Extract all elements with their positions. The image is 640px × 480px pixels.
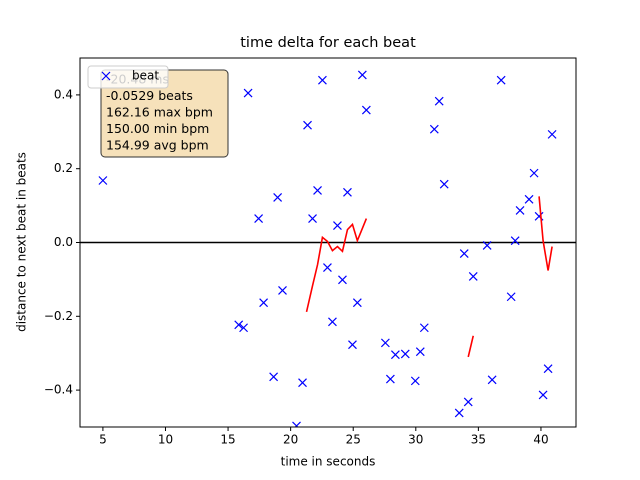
y-tick-label: −0.2: [44, 309, 73, 323]
beat-marker: [543, 364, 553, 374]
beat-marker: [361, 105, 371, 115]
beat-marker: [348, 340, 357, 350]
beat-marker: [538, 390, 548, 400]
axes-frame: [79, 57, 577, 428]
x-tick-label: 5: [99, 433, 107, 447]
beat-marker: [308, 214, 317, 223]
x-tick-label: 10: [158, 433, 173, 447]
legend-box: [87, 65, 169, 89]
beat-marker: [303, 120, 312, 130]
beat-marker: [439, 179, 449, 189]
legend-marker: [101, 71, 111, 81]
beat-marker: [482, 241, 492, 250]
x-tick-label: 40: [533, 433, 548, 447]
x-tick-label: 30: [408, 433, 423, 447]
beat-marker: [323, 263, 332, 273]
beat-marker: [318, 75, 327, 85]
beat-marker: [410, 376, 420, 386]
annotation-line: 154.99 avg bpm: [106, 138, 209, 153]
beat-marker: [269, 372, 279, 382]
annotation-line: 150.00 min bpm: [106, 121, 209, 136]
beat-marker: [463, 397, 473, 407]
x-tick-label: 25: [346, 433, 361, 447]
beat-marker: [357, 70, 367, 80]
beat-marker: [273, 193, 283, 202]
beat-marker: [313, 186, 322, 195]
beat-marker: [506, 292, 516, 302]
beat-marker: [292, 421, 301, 427]
beat-marker: [515, 205, 525, 215]
legend: beat: [87, 65, 169, 89]
beat-marker: [390, 350, 400, 360]
beat-marker: [239, 323, 249, 333]
y-tick-label: 0.2: [54, 161, 73, 175]
beat-marker: [419, 323, 429, 333]
beat-marker: [434, 96, 444, 106]
beat-marker: [529, 168, 539, 178]
beat-marker: [333, 221, 342, 230]
beat-marker: [298, 378, 307, 388]
beat-marker: [352, 298, 362, 308]
x-tick-label: 20: [283, 433, 298, 447]
x-tick-label: 15: [220, 433, 235, 447]
beat-marker: [524, 194, 534, 204]
beat-marker: [385, 374, 395, 384]
y-tick-label: 0.4: [54, 87, 73, 101]
legend-label: beat: [132, 69, 159, 83]
beat-marker: [487, 375, 497, 385]
beat-marker: [454, 408, 464, 418]
beat-marker: [459, 249, 469, 258]
annotation-line: 162.16 max bpm: [106, 105, 213, 120]
y-axis-label: distance to next beat in beats: [15, 152, 29, 332]
y-tick-label: −0.4: [44, 383, 73, 397]
beat-marker: [259, 298, 269, 308]
beat-marker: [400, 349, 410, 359]
beat-marker: [429, 124, 439, 134]
beat-marker: [328, 317, 337, 327]
beat-marker: [380, 338, 390, 348]
chart-title: time delta for each beat: [240, 35, 416, 51]
beat-marker: [496, 75, 506, 85]
beat-marker: [547, 129, 557, 139]
beat-marker: [468, 272, 478, 281]
beat-marker: [254, 214, 264, 223]
y-tick-label: 0.0: [54, 235, 73, 249]
beat-marker: [234, 320, 244, 330]
beat-marker: [98, 176, 108, 185]
beat-marker: [243, 88, 253, 98]
beat-marker: [510, 236, 520, 246]
plot-area: [80, 70, 576, 427]
annotation-line: -0.0529 beats: [106, 88, 193, 103]
beat-marker: [278, 286, 287, 295]
delta-line: [305, 196, 553, 358]
x-tick-label: 35: [471, 433, 486, 447]
x-axis-label: time in seconds: [281, 455, 376, 469]
beat-marker: [343, 187, 352, 197]
beat-marker: [415, 347, 425, 357]
beat-marker: [338, 275, 347, 285]
